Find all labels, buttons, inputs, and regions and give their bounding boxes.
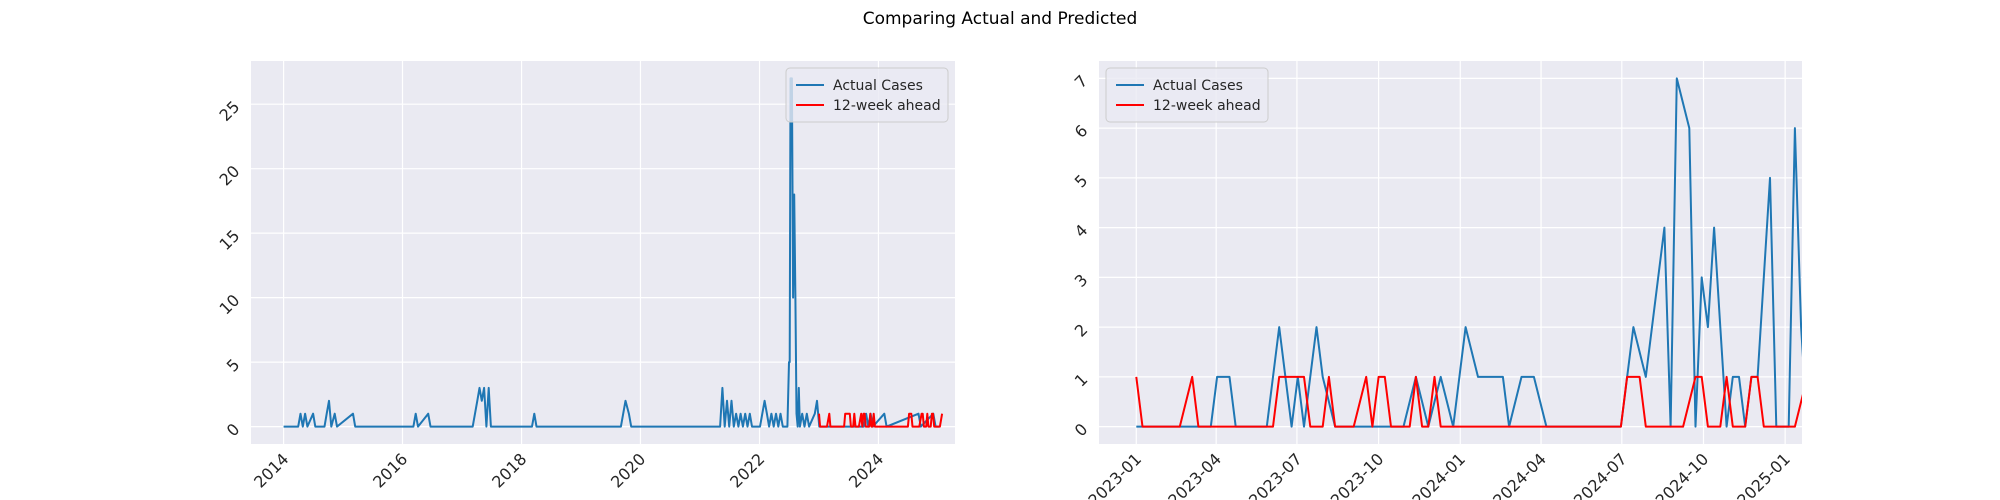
legend-box — [785, 67, 949, 123]
y-tick-label: 4 — [1071, 221, 1092, 242]
y-tick-label: 6 — [1071, 121, 1092, 142]
legend-label: 12-week ahead — [1153, 98, 1261, 114]
y-tick-label: 7 — [1071, 71, 1092, 92]
x-tick-label: 2024-01 — [1408, 449, 1469, 500]
figure-title: Comparing Actual and Predicted — [863, 9, 1138, 29]
legend: Actual Cases 12-week ahead — [1105, 67, 1269, 123]
legend-label: 12-week ahead — [833, 98, 941, 114]
x-tick-label: 2023-01 — [1084, 449, 1145, 500]
series-line-actual-cases — [283, 77, 939, 428]
y-tick-label: 1 — [1071, 370, 1092, 391]
x-tick-label: 2016 — [369, 449, 411, 491]
y-tick-label: 15 — [216, 226, 244, 254]
x-tick-label: 2023-10 — [1327, 449, 1388, 500]
x-tick-label: 2023-07 — [1245, 449, 1306, 500]
x-tick-label: 2025-01 — [1733, 449, 1794, 500]
x-tick-label: 2024-07 — [1570, 449, 1631, 500]
chart-panel-right: 0 1 2 3 4 5 6 7 2023-01 2023-04 2023-07 2023-10 2024… — [1071, 61, 1802, 500]
x-tick-label: 2023-04 — [1164, 449, 1225, 500]
y-tick-label: 0 — [223, 420, 244, 441]
y-tick-label: 25 — [216, 97, 244, 125]
y-tick-label: 5 — [1071, 171, 1092, 192]
chart-panel-left: 0 5 10 15 20 25 2014 2016 2018 2020 2022 2024 Actual… — [216, 61, 955, 492]
x-tick-label: 2024 — [845, 449, 887, 491]
y-tick-label: 5 — [223, 355, 244, 376]
y-tick-label: 0 — [1071, 420, 1092, 441]
x-tick-label: 2024-10 — [1652, 449, 1713, 500]
legend-label: Actual Cases — [1153, 78, 1243, 94]
x-tick-label: 2020 — [607, 449, 649, 491]
x-tick-label: 2018 — [488, 449, 530, 491]
x-tick-label: 2014 — [250, 449, 292, 491]
legend-box — [1105, 67, 1269, 123]
y-tick-label: 20 — [216, 162, 244, 190]
legend: Actual Cases 12-week ahead — [785, 67, 949, 123]
legend-label: Actual Cases — [833, 78, 923, 94]
series-line-actual-cases — [1136, 77, 1802, 428]
x-tick-label: 2024-04 — [1489, 449, 1550, 500]
series-line-12-week-ahead — [1135, 375, 1802, 428]
y-tick-label: 2 — [1071, 320, 1092, 341]
x-tick-label: 2022 — [726, 449, 768, 491]
plot-area — [251, 61, 955, 444]
y-tick-label: 3 — [1071, 270, 1092, 291]
series-line-12-week-ahead — [818, 412, 944, 428]
y-tick-label: 10 — [216, 291, 244, 319]
